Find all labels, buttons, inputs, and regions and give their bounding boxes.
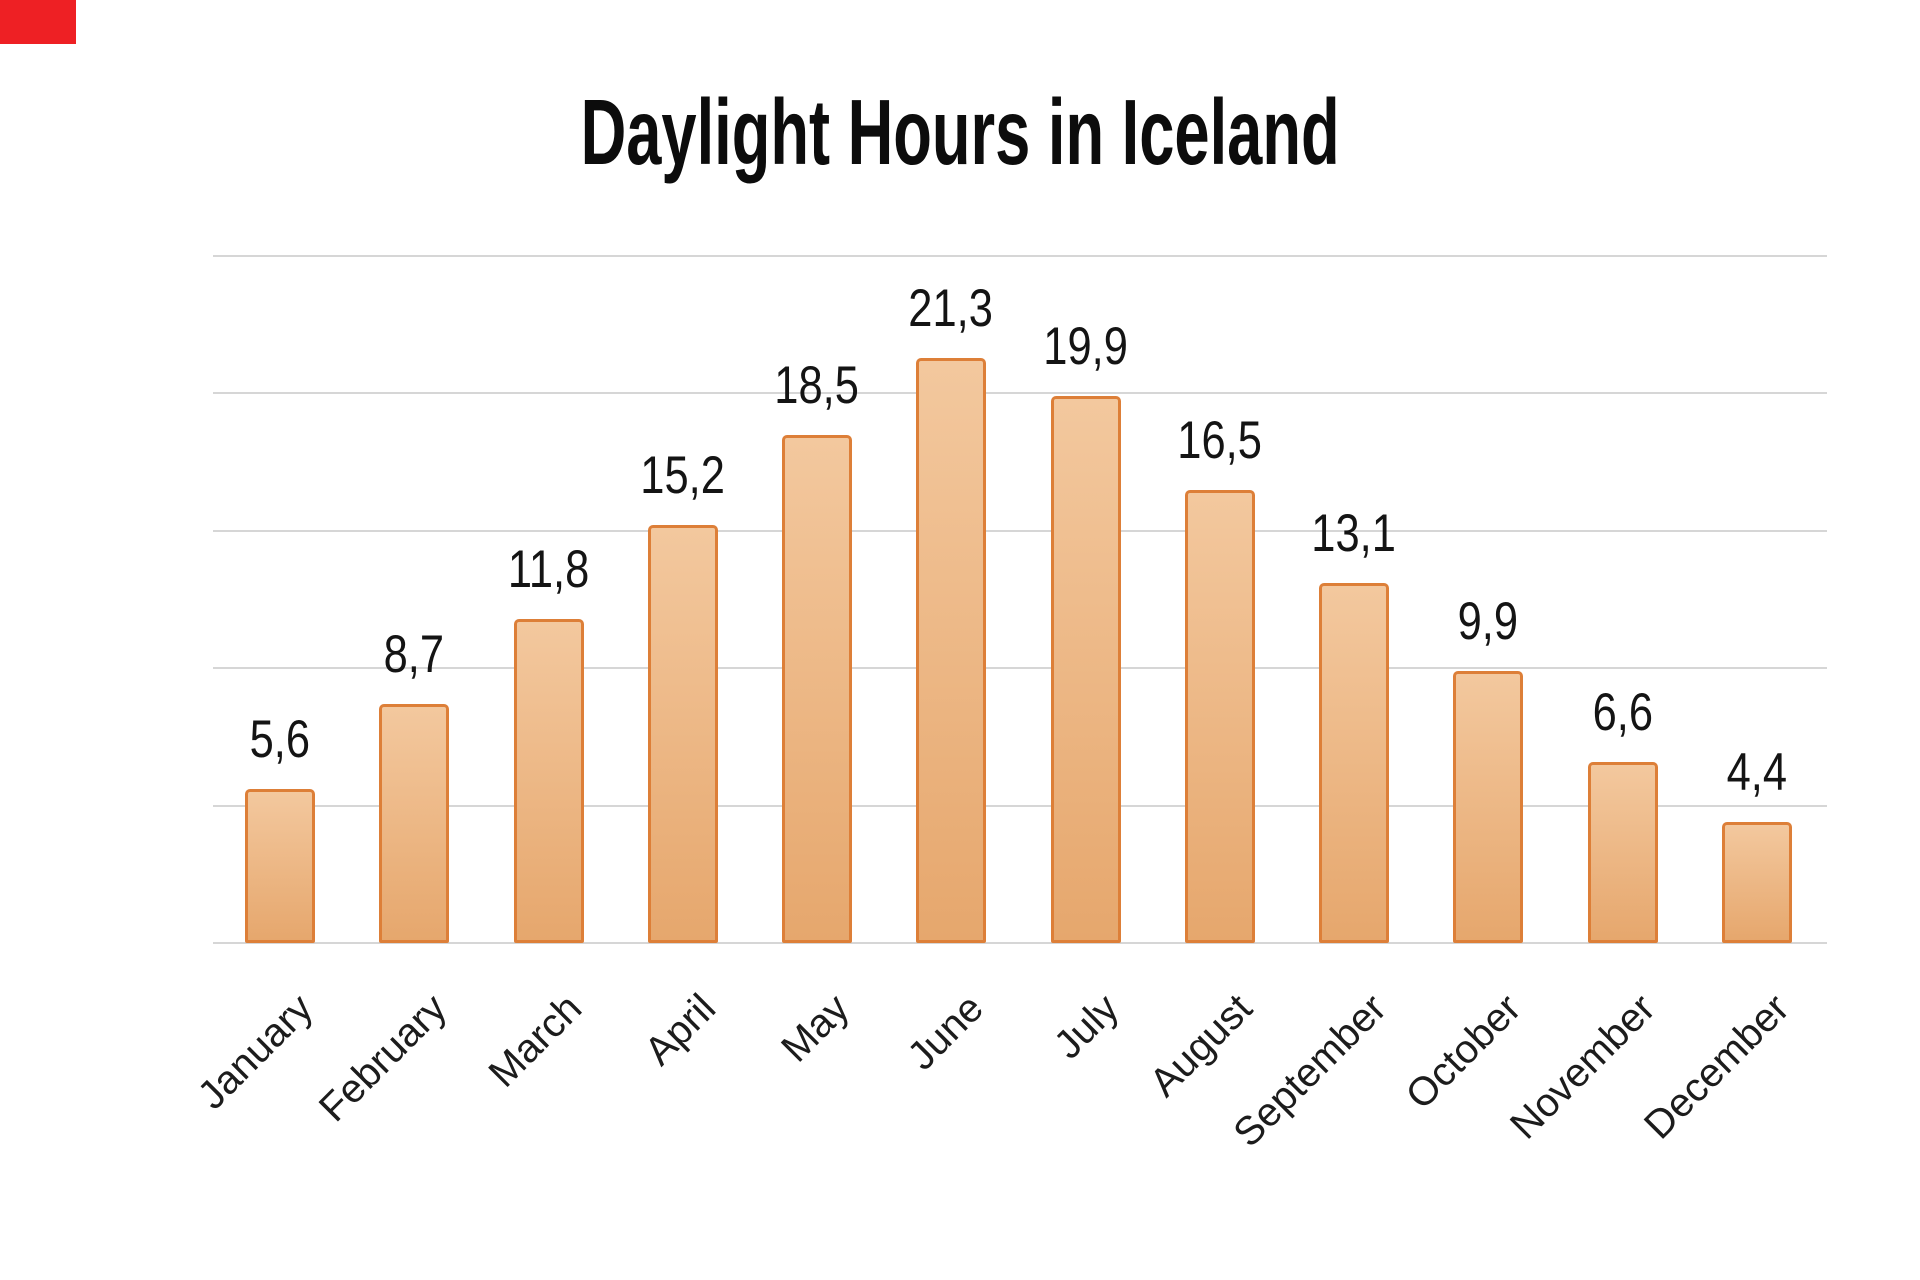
gridline: [213, 255, 1827, 257]
x-tick-label: January: [189, 986, 322, 1118]
value-text: 18,5: [774, 356, 860, 415]
value-text: 6,6: [1592, 683, 1654, 742]
bar-april: [648, 525, 718, 943]
bar-october: [1453, 671, 1523, 943]
x-tick-label: May: [773, 986, 859, 1071]
x-tick-label: February: [310, 986, 456, 1131]
x-tick-label: April: [636, 986, 725, 1074]
value-label-june: 21,3: [801, 282, 1101, 335]
red-corner-marker: [0, 0, 76, 44]
bar-june: [916, 358, 986, 943]
bar-july: [1051, 396, 1121, 943]
bar-may: [782, 435, 852, 943]
gridline: [213, 667, 1827, 670]
value-label-september: 13,1: [1204, 507, 1504, 560]
value-text: 19,9: [1043, 317, 1129, 376]
bar-february: [379, 704, 449, 943]
x-tick-label: October: [1397, 986, 1530, 1118]
x-tick-label: December: [1636, 986, 1799, 1148]
x-tick-label: August: [1141, 986, 1262, 1106]
bar-december: [1722, 822, 1792, 943]
x-tick-label: July: [1045, 986, 1128, 1068]
bar-september: [1319, 583, 1389, 943]
value-text: 4,4: [1726, 743, 1788, 802]
x-tick-label: March: [480, 986, 591, 1096]
value-label-october: 9,9: [1338, 595, 1638, 648]
x-axis-baseline: [213, 942, 1827, 944]
bar-january: [245, 789, 315, 943]
gridline: [213, 392, 1827, 395]
value-text: 16,5: [1177, 411, 1263, 470]
bar-november: [1588, 762, 1658, 943]
bar-march: [514, 619, 584, 943]
gridline: [213, 804, 1827, 807]
value-label-january: 5,6: [130, 713, 430, 766]
x-tick-label: June: [899, 986, 993, 1079]
chart-title: Daylight Hours in Iceland: [580, 80, 1340, 184]
value-label-may: 18,5: [667, 359, 967, 412]
gridline: [213, 529, 1827, 532]
value-text: 5,6: [249, 710, 311, 769]
value-text: 8,7: [383, 625, 445, 684]
value-label-february: 8,7: [264, 628, 564, 681]
value-text: 13,1: [1311, 504, 1397, 563]
value-label-july: 19,9: [936, 320, 1236, 373]
chart-title-row: Daylight Hours in Iceland: [0, 84, 1920, 180]
x-tick-label: November: [1502, 986, 1665, 1148]
value-label-march: 11,8: [399, 543, 699, 596]
value-label-august: 16,5: [1070, 414, 1370, 467]
value-label-november: 6,6: [1473, 686, 1773, 739]
value-text: 15,2: [640, 446, 726, 505]
value-text: 9,9: [1457, 592, 1519, 651]
bar-august: [1185, 490, 1255, 943]
value-label-december: 4,4: [1607, 746, 1907, 799]
value-text: 21,3: [908, 279, 994, 338]
value-label-april: 15,2: [533, 449, 833, 502]
value-text: 11,8: [508, 540, 590, 599]
